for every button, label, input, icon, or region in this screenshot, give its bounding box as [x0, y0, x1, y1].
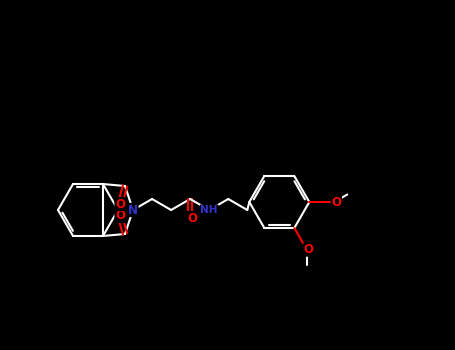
Text: O: O: [331, 196, 341, 209]
Text: O: O: [187, 211, 197, 224]
Text: O: O: [304, 243, 314, 256]
Text: O: O: [115, 197, 125, 210]
Text: NH: NH: [201, 205, 218, 215]
Text: O: O: [115, 210, 125, 223]
Text: N: N: [128, 203, 138, 217]
